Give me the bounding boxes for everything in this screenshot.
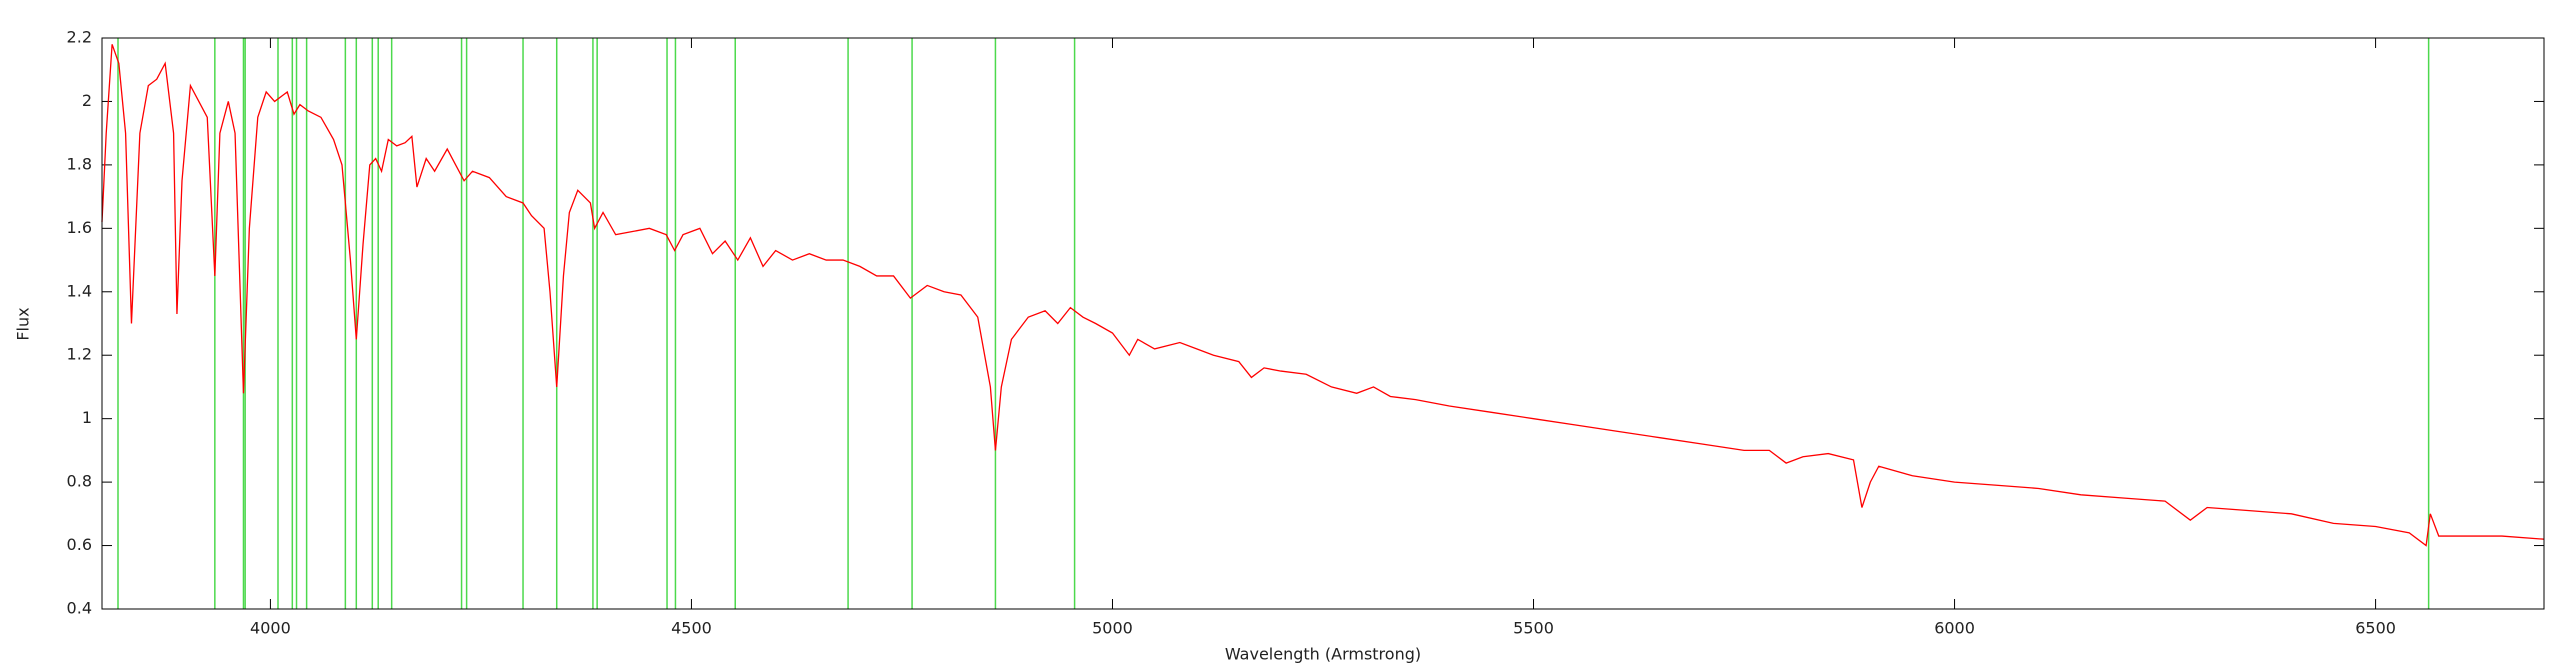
x-tick-label: 6500 [2355,619,2396,638]
y-tick-label: 1.8 [67,154,92,173]
y-tick-label: 1.2 [67,345,92,364]
x-axis-label: Wavelength (Armstrong) [1225,645,1421,664]
x-tick-label: 5500 [1513,619,1554,638]
spectrum-line [101,44,2545,547]
y-tick-label: 2 [82,91,92,110]
y-tick-label: 1 [82,408,92,427]
x-tick-label: 6000 [1934,619,1975,638]
plot-frame [101,37,2545,610]
y-tick-label: 0.4 [67,599,92,618]
y-tick-label: 2.2 [67,28,92,47]
y-tick-label: 1.4 [67,281,92,300]
y-tick-label: 0.8 [67,472,92,491]
x-tick-label: 5000 [1092,619,1133,638]
y-tick-label: 0.6 [67,535,92,554]
x-tick-label: 4000 [250,619,291,638]
y-tick-label: 1.6 [67,218,92,237]
x-tick-label: 4500 [671,619,712,638]
y-axis-label: Flux [14,307,33,340]
